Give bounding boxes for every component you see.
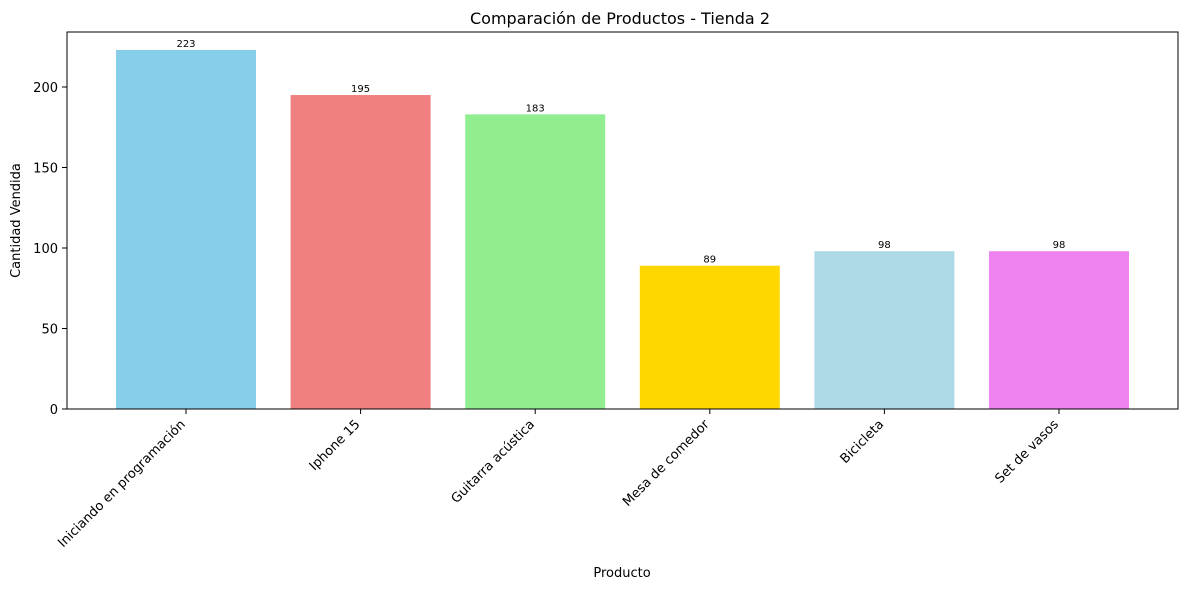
bar <box>639 265 780 409</box>
bar <box>465 114 606 410</box>
y-axis-label: Cantidad Vendida <box>9 163 24 278</box>
bar <box>989 251 1129 409</box>
x-tick-label: Set de vasos <box>993 417 1062 486</box>
bar-value-label: 195 <box>351 84 370 95</box>
bar-value-label: 98 <box>878 240 891 251</box>
bar <box>814 251 955 409</box>
x-tick-label: Iphone 15 <box>307 417 364 474</box>
y-tick-label: 200 <box>33 81 58 96</box>
y-tick-label: 0 <box>50 403 58 418</box>
y-tick-label: 100 <box>33 242 58 257</box>
bar-value-label: 183 <box>526 103 545 114</box>
x-tick-label: Mesa de comedor <box>620 417 713 510</box>
chart-title: Comparación de Productos - Tienda 2 <box>470 9 770 28</box>
x-tick-label: Iniciando en programación <box>55 417 188 550</box>
bar <box>290 95 431 409</box>
bar-value-label: 89 <box>703 255 716 266</box>
plot-frame <box>66 31 1179 410</box>
x-tick-label: Guitarra acústica <box>449 417 538 506</box>
bar <box>116 49 256 409</box>
bar-value-label: 223 <box>176 39 195 50</box>
x-axis-label: Producto <box>593 566 650 581</box>
y-tick-label: 150 <box>33 161 58 176</box>
bar-value-label: 98 <box>1053 240 1066 251</box>
plot-area: 223 Iniciando en programación 195 Iphone 15… <box>33 39 1129 551</box>
x-tick-label: Bicicleta <box>838 417 888 467</box>
y-tick-label: 50 <box>41 322 58 337</box>
